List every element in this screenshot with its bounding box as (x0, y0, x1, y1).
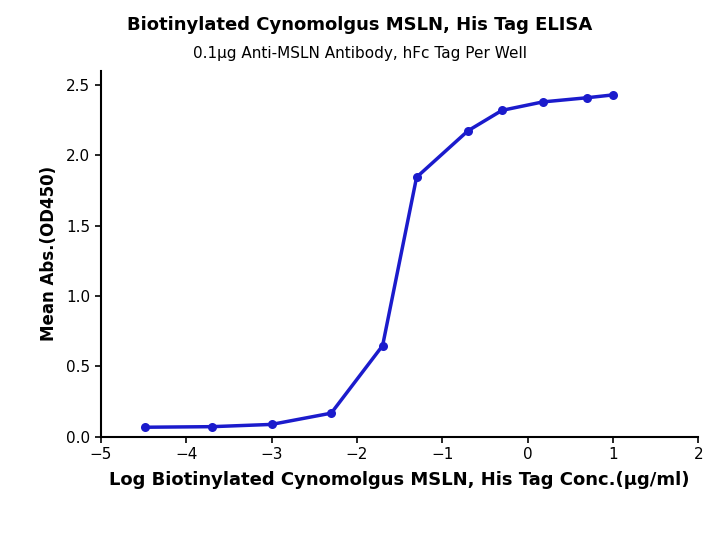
X-axis label: Log Biotinylated Cynomolgus MSLN, His Tag Conc.(μg/ml): Log Biotinylated Cynomolgus MSLN, His Ta… (109, 471, 690, 489)
Text: Biotinylated Cynomolgus MSLN, His Tag ELISA: Biotinylated Cynomolgus MSLN, His Tag EL… (127, 16, 593, 34)
Y-axis label: Mean Abs.(OD450): Mean Abs.(OD450) (40, 167, 58, 341)
Text: 0.1μg Anti-MSLN Antibody, hFc Tag Per Well: 0.1μg Anti-MSLN Antibody, hFc Tag Per We… (193, 46, 527, 61)
